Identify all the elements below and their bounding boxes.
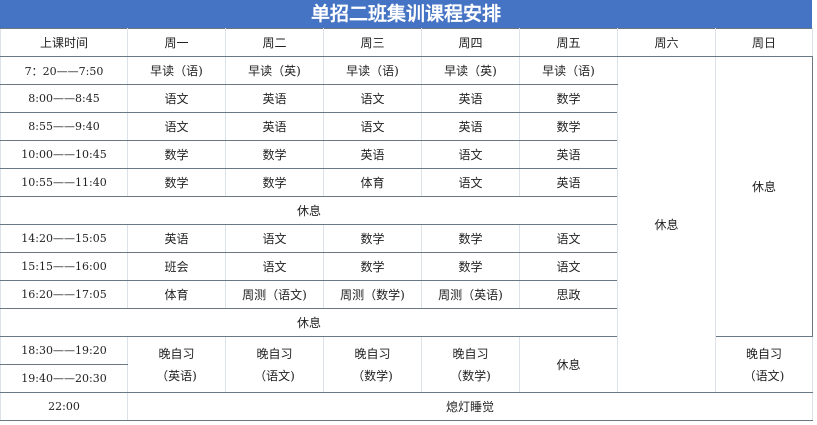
noon-break-cell: 休息 — [0, 196, 618, 225]
class-cell: 语文 — [421, 168, 520, 197]
class-cell: 语文 — [421, 140, 520, 169]
class-cell: 语文 — [519, 252, 618, 281]
class-cell: 数学 — [127, 168, 226, 197]
evening-label: 晚自习 — [158, 346, 195, 361]
evening-sun-cell: 晚自习 （语文) — [715, 336, 813, 393]
class-cell: 英语 — [519, 168, 618, 197]
class-cell: 数学 — [225, 168, 324, 197]
class-cell: 英语 — [225, 84, 324, 113]
class-cell: 数学 — [519, 112, 618, 141]
time-cell: 18:30——19:20 — [0, 336, 128, 365]
table-row: 8:55——9:40 语文 英语 语文 英语 数学 — [0, 112, 813, 141]
header-sun: 周日 — [715, 28, 813, 57]
class-cell: 班会 — [127, 252, 226, 281]
class-cell: 早读（语) — [127, 56, 226, 85]
page-title: 单招二班集训课程安排 — [0, 0, 812, 28]
header-fri: 周五 — [519, 28, 618, 57]
table-row: 10:55——11:40 数学 数学 体育 语文 英语 — [0, 168, 813, 197]
table-row: 8:00——8:45 语文 英语 语文 英语 数学 — [0, 84, 813, 113]
evening-mon-cell: 晚自习 （英语) — [127, 336, 226, 393]
evening-label: 晚自习 — [256, 346, 293, 361]
class-cell: 早读（语) — [519, 56, 618, 85]
afternoon-break-row: 休息 — [0, 308, 813, 337]
class-cell: 周测（语文) — [225, 280, 324, 309]
class-cell: 数学 — [323, 224, 422, 253]
afternoon-break-cell: 休息 — [0, 308, 618, 337]
table-row: 10:00——10:45 数学 数学 英语 语文 英语 — [0, 140, 813, 169]
class-cell: 数学 — [421, 224, 520, 253]
class-cell: 语文 — [225, 224, 324, 253]
class-cell: 数学 — [519, 84, 618, 113]
time-cell: 14:20——15:05 — [0, 224, 128, 253]
class-cell: 数学 — [225, 140, 324, 169]
class-cell: 数学 — [127, 140, 226, 169]
time-cell: 10:55——11:40 — [0, 168, 128, 197]
class-cell: 周测（数学) — [323, 280, 422, 309]
class-cell: 早读（语) — [323, 56, 422, 85]
evening-label: 晚自习 — [452, 346, 489, 361]
header-sat: 周六 — [617, 28, 716, 57]
time-cell: 8:55——9:40 — [0, 112, 128, 141]
evening-subject: （数学) — [450, 368, 491, 383]
header-mon: 周一 — [127, 28, 226, 57]
class-cell: 语文 — [519, 224, 618, 253]
class-cell: 英语 — [127, 224, 226, 253]
time-cell: 8:00——8:45 — [0, 84, 128, 113]
evening-subject: （语文) — [254, 368, 295, 383]
class-cell: 早读（英) — [421, 56, 520, 85]
evening-subject: （语文) — [743, 368, 785, 383]
class-cell: 英语 — [421, 112, 520, 141]
table-row: 14:20——15:05 英语 语文 数学 数学 语文 — [0, 224, 813, 253]
class-cell: 英语 — [421, 84, 520, 113]
header-time: 上课时间 — [0, 28, 128, 57]
class-cell: 语文 — [323, 84, 422, 113]
evening-fri-cell: 休息 — [519, 336, 618, 393]
class-cell: 早读（英) — [225, 56, 324, 85]
header-row: 上课时间 周一 周二 周三 周四 周五 周六 周日 — [0, 28, 813, 57]
evening-label: 晚自习 — [354, 346, 391, 361]
table-row: 7：20——7:50 早读（语) 早读（英) 早读（语) 早读（英) 早读（语)… — [0, 56, 813, 393]
time-cell: 15:15——16:00 — [0, 252, 128, 281]
sunday-rest-cell: 休息 — [715, 56, 813, 337]
class-cell: 周测（英语) — [421, 280, 520, 309]
class-cell: 数学 — [421, 252, 520, 281]
class-cell: 英语 — [225, 112, 324, 141]
time-cell: 22:00 — [0, 392, 128, 421]
evening-label: 晚自习 — [745, 346, 782, 361]
class-cell: 语文 — [323, 112, 422, 141]
header-tue: 周二 — [225, 28, 324, 57]
class-cell: 数学 — [323, 252, 422, 281]
header-wed: 周三 — [323, 28, 422, 57]
class-cell: 语文 — [225, 252, 324, 281]
evening-row: 18:30——19:20 晚自习 （英语) 晚自习 （语文) 晚自习 （数学) 晚自习… — [0, 336, 813, 393]
class-cell: 语文 — [127, 84, 226, 113]
time-cell: 16:20——17:05 — [0, 280, 128, 309]
evening-subject: （数学) — [352, 368, 393, 383]
class-cell: 体育 — [127, 280, 226, 309]
class-cell: 思政 — [519, 280, 618, 309]
class-cell: 英语 — [519, 140, 618, 169]
evening-row: 19:40——20:30 — [0, 364, 813, 393]
schedule-table: 上课时间 周一 周二 周三 周四 周五 周六 周日 7：20——7:50 早读（… — [0, 28, 813, 421]
evening-wed-cell: 晚自习 （数学) — [323, 336, 422, 393]
evening-subject: （英语) — [156, 368, 197, 383]
evening-tue-cell: 晚自习 （语文) — [225, 336, 324, 393]
time-cell: 7：20——7:50 — [0, 56, 128, 85]
class-cell: 语文 — [127, 112, 226, 141]
table-row: 16:20——17:05 体育 周测（语文) 周测（数学) 周测（英语) 思政 — [0, 280, 813, 309]
time-cell: 10:00——10:45 — [0, 140, 128, 169]
evening-thu-cell: 晚自习 （数学) — [421, 336, 520, 393]
header-thu: 周四 — [421, 28, 520, 57]
class-cell: 英语 — [323, 140, 422, 169]
time-cell: 19:40——20:30 — [0, 364, 128, 393]
class-cell: 体育 — [323, 168, 422, 197]
night-row: 22:00 熄灯睡觉 — [0, 392, 813, 421]
saturday-rest-cell: 休息 — [617, 56, 716, 393]
lights-out-cell: 熄灯睡觉 — [127, 392, 813, 421]
